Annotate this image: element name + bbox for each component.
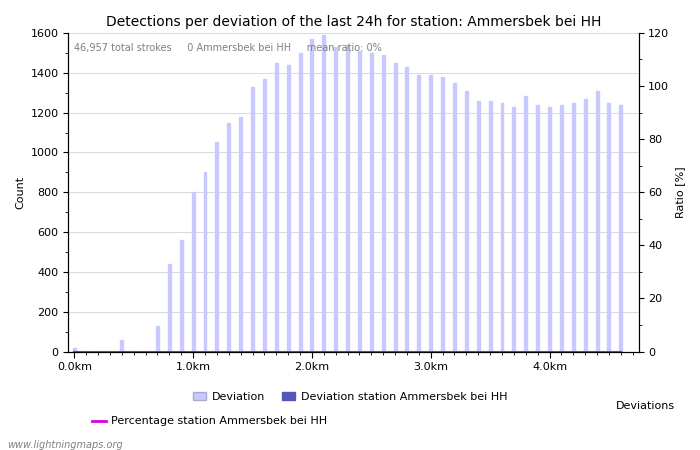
Bar xyxy=(299,53,302,351)
Percentage station Ammersbek bei HH xyxy=(486,349,494,354)
Bar xyxy=(251,87,254,351)
Percentage station Ammersbek bei HH xyxy=(379,349,387,354)
Bar xyxy=(500,103,503,351)
Percentage station Ammersbek bei HH xyxy=(617,349,625,354)
Percentage station Ammersbek bei HH xyxy=(522,349,530,354)
Percentage station Ammersbek bei HH xyxy=(248,349,257,354)
Percentage station Ammersbek bei HH xyxy=(414,349,423,354)
Bar xyxy=(310,39,314,351)
Percentage station Ammersbek bei HH xyxy=(94,349,102,354)
Bar xyxy=(239,117,242,351)
Bar xyxy=(393,63,397,351)
Bar xyxy=(536,105,539,351)
Bar xyxy=(512,107,515,351)
Percentage station Ammersbek bei HH xyxy=(177,349,186,354)
Text: www.lightningmaps.org: www.lightningmaps.org xyxy=(7,440,122,450)
Bar xyxy=(477,101,480,351)
Bar xyxy=(73,347,76,351)
Text: Deviations: Deviations xyxy=(616,401,675,411)
Percentage station Ammersbek bei HH xyxy=(533,349,542,354)
Bar xyxy=(572,103,575,351)
Legend: Percentage station Ammersbek bei HH: Percentage station Ammersbek bei HH xyxy=(88,412,332,431)
Percentage station Ammersbek bei HH xyxy=(426,349,435,354)
Bar xyxy=(465,91,468,351)
Bar xyxy=(228,122,230,351)
Bar xyxy=(584,99,587,351)
Percentage station Ammersbek bei HH xyxy=(225,349,233,354)
Percentage station Ammersbek bei HH xyxy=(450,349,459,354)
Percentage station Ammersbek bei HH xyxy=(474,349,482,354)
Percentage station Ammersbek bei HH xyxy=(462,349,470,354)
Bar xyxy=(524,96,527,351)
Percentage station Ammersbek bei HH xyxy=(70,349,78,354)
Bar xyxy=(620,105,622,351)
Bar xyxy=(358,51,361,351)
Percentage station Ammersbek bei HH xyxy=(153,349,162,354)
Percentage station Ammersbek bei HH xyxy=(165,349,174,354)
Percentage station Ammersbek bei HH xyxy=(237,349,245,354)
Y-axis label: Ratio [%]: Ratio [%] xyxy=(675,166,685,218)
Bar xyxy=(334,47,337,351)
Percentage station Ammersbek bei HH xyxy=(272,349,281,354)
Bar xyxy=(204,172,206,351)
Percentage station Ammersbek bei HH xyxy=(106,349,114,354)
Bar xyxy=(156,326,159,351)
Title: Detections per deviation of the last 24h for station: Ammersbek bei HH: Detections per deviation of the last 24h… xyxy=(106,15,601,29)
Percentage station Ammersbek bei HH xyxy=(510,349,518,354)
Bar xyxy=(405,67,408,351)
Percentage station Ammersbek bei HH xyxy=(391,349,399,354)
Bar xyxy=(120,340,123,351)
Percentage station Ammersbek bei HH xyxy=(284,349,293,354)
Percentage station Ammersbek bei HH xyxy=(569,349,577,354)
Bar xyxy=(322,35,326,351)
Percentage station Ammersbek bei HH xyxy=(545,349,554,354)
Bar xyxy=(453,83,456,351)
Bar xyxy=(548,107,551,351)
Bar xyxy=(382,55,385,351)
Percentage station Ammersbek bei HH xyxy=(581,349,589,354)
Percentage station Ammersbek bei HH xyxy=(118,349,126,354)
Percentage station Ammersbek bei HH xyxy=(320,349,328,354)
Bar xyxy=(417,75,420,351)
Percentage station Ammersbek bei HH xyxy=(438,349,447,354)
Text: 46,957 total strokes     0 Ammersbek bei HH     mean ratio: 0%: 46,957 total strokes 0 Ammersbek bei HH … xyxy=(74,42,382,53)
Percentage station Ammersbek bei HH xyxy=(260,349,269,354)
Bar xyxy=(596,91,598,351)
Percentage station Ammersbek bei HH xyxy=(498,349,506,354)
Bar xyxy=(263,79,266,351)
Percentage station Ammersbek bei HH xyxy=(141,349,150,354)
Percentage station Ammersbek bei HH xyxy=(82,349,90,354)
Bar xyxy=(441,77,444,351)
Percentage station Ammersbek bei HH xyxy=(130,349,138,354)
Percentage station Ammersbek bei HH xyxy=(593,349,601,354)
Bar xyxy=(608,103,610,351)
Bar xyxy=(370,53,373,351)
Percentage station Ammersbek bei HH xyxy=(296,349,304,354)
Legend: Deviation, Deviation station Ammersbek bei HH: Deviation, Deviation station Ammersbek b… xyxy=(188,387,512,406)
Bar xyxy=(346,45,349,351)
Percentage station Ammersbek bei HH xyxy=(332,349,340,354)
Percentage station Ammersbek bei HH xyxy=(605,349,613,354)
Bar xyxy=(192,192,195,351)
Percentage station Ammersbek bei HH xyxy=(308,349,316,354)
Percentage station Ammersbek bei HH xyxy=(344,349,352,354)
Percentage station Ammersbek bei HH xyxy=(355,349,363,354)
Percentage station Ammersbek bei HH xyxy=(213,349,221,354)
Bar xyxy=(560,105,563,351)
Y-axis label: Count: Count xyxy=(15,176,25,209)
Bar xyxy=(429,75,432,351)
Percentage station Ammersbek bei HH xyxy=(402,349,411,354)
Percentage station Ammersbek bei HH xyxy=(201,349,209,354)
Bar xyxy=(216,143,218,351)
Bar xyxy=(287,65,290,351)
Bar xyxy=(180,240,183,351)
Percentage station Ammersbek bei HH xyxy=(557,349,566,354)
Bar xyxy=(275,63,278,351)
Percentage station Ammersbek bei HH xyxy=(367,349,375,354)
Bar xyxy=(168,264,171,351)
Bar xyxy=(489,101,491,351)
Percentage station Ammersbek bei HH xyxy=(189,349,197,354)
